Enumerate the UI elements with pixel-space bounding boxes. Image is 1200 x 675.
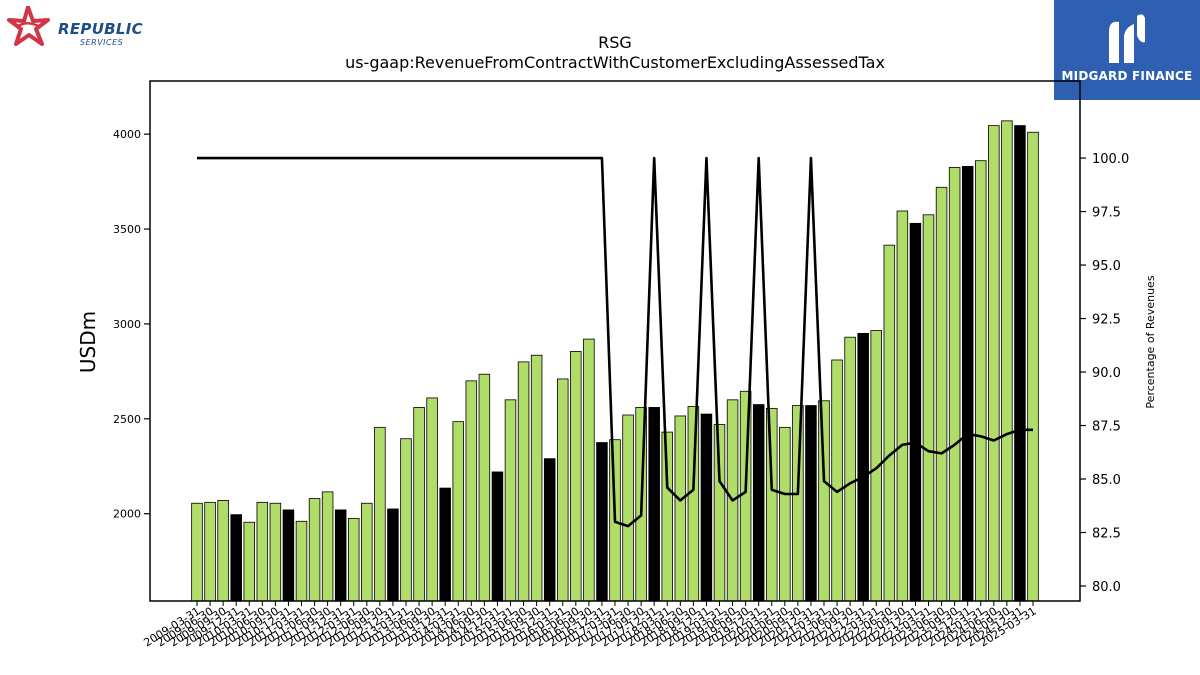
bar-2017-06-30 xyxy=(622,414,634,602)
y2-tick-label: 92.5 xyxy=(1092,313,1121,328)
bar-2015-12-31 xyxy=(543,458,556,602)
bar-2014-09-30 xyxy=(478,373,491,602)
bar-2011-06-30 xyxy=(308,498,321,602)
bar-2016-12-31 xyxy=(596,442,608,602)
bar-2012-06-30 xyxy=(361,502,373,602)
bar-2011-09-30 xyxy=(321,491,334,602)
bar-2024-12-31 xyxy=(1014,125,1026,602)
bar-2024-06-30 xyxy=(988,125,1000,602)
bar-2013-06-30 xyxy=(413,407,425,602)
bar-2010-06-30 xyxy=(256,501,269,602)
bar-2014-12-31 xyxy=(491,471,504,602)
bar-2022-12-31 xyxy=(909,222,922,602)
bar-2015-03-31 xyxy=(504,399,517,602)
bar-2020-06-30 xyxy=(779,426,791,602)
republic-star-icon xyxy=(7,6,50,46)
y2-tick-label: 82.5 xyxy=(1092,527,1121,542)
bar-2010-03-31 xyxy=(243,521,255,602)
bar-2019-12-31 xyxy=(752,404,765,602)
bar-2016-09-30 xyxy=(583,338,595,602)
company-name: REPUBLIC xyxy=(58,20,143,38)
y2-tick-label: 87.5 xyxy=(1092,420,1121,435)
y-tick-label: 2500 xyxy=(113,413,141,426)
bar-2021-06-30 xyxy=(831,359,843,602)
y2-tick-label: 97.5 xyxy=(1092,206,1121,221)
midgard-finance-logo: MIDGARD FINANCE xyxy=(1054,0,1200,100)
bar-2009-06-30 xyxy=(204,501,216,602)
bar-2015-06-30 xyxy=(517,361,530,602)
bar-2025-03-31 xyxy=(1027,131,1039,602)
bar-2009-09-30 xyxy=(217,500,229,602)
bar-2022-09-30 xyxy=(896,210,909,602)
bar-2012-03-31 xyxy=(347,518,360,602)
bar-2020-03-31 xyxy=(765,407,778,602)
bar-2018-09-30 xyxy=(687,406,700,602)
midgard-monogram-icon xyxy=(1109,14,1145,63)
bar-2024-09-30 xyxy=(1001,120,1013,602)
bar-2009-12-31 xyxy=(230,514,242,602)
percentage-line xyxy=(197,156,1033,528)
bar-2012-12-31 xyxy=(387,508,399,602)
bar-2018-12-31 xyxy=(700,413,713,602)
bar-2023-03-31 xyxy=(922,214,935,602)
bar-2013-03-31 xyxy=(400,438,412,602)
bar-2011-12-31 xyxy=(334,509,347,602)
republic-services-logo: REPUBLIC SERVICES xyxy=(6,6,146,56)
bar-2009-03-31 xyxy=(191,502,203,602)
bar-2023-12-31 xyxy=(961,165,974,602)
bar-2010-12-31 xyxy=(282,509,295,602)
bar-2021-09-30 xyxy=(844,336,856,602)
bar-2024-03-31 xyxy=(974,160,987,602)
y-axis-right: 80.0 82.5 85.0 87.5 90.0 92.5 95.0 97.5 100.0 xyxy=(1080,152,1129,595)
bar-2015-09-30 xyxy=(530,354,543,602)
bar-2021-03-31 xyxy=(818,400,830,602)
y2-tick-label: 95.0 xyxy=(1092,259,1121,274)
y2-tick-label: 100.0 xyxy=(1092,152,1129,167)
bar-series xyxy=(191,120,1039,602)
bar-2023-09-30 xyxy=(948,166,961,602)
chart-subtitle: us-gaap:RevenueFromContractWithCustomerE… xyxy=(345,53,885,72)
bar-2014-06-30 xyxy=(465,380,478,602)
y2-axis-label: Percentage of Revenues xyxy=(1144,275,1157,408)
partner-name: MIDGARD FINANCE xyxy=(1061,69,1193,83)
bar-2014-03-31 xyxy=(452,421,465,602)
bar-2013-09-30 xyxy=(426,397,438,602)
company-tagline: SERVICES xyxy=(80,38,124,47)
bar-2020-09-30 xyxy=(792,405,804,602)
bar-2011-03-31 xyxy=(295,520,308,602)
bar-2022-06-30 xyxy=(883,244,896,602)
bar-2021-12-31 xyxy=(857,333,869,602)
bar-2017-12-31 xyxy=(648,407,660,602)
y-axis-left: 2000 2500 3000 3500 4000 xyxy=(113,128,150,521)
bar-2016-03-31 xyxy=(556,378,569,602)
y2-tick-label: 80.0 xyxy=(1092,580,1121,595)
bar-2018-06-30 xyxy=(674,415,687,602)
y2-tick-label: 90.0 xyxy=(1092,366,1121,381)
bar-2023-06-30 xyxy=(935,186,948,602)
bar-2016-06-30 xyxy=(570,351,582,602)
y2-tick-label: 85.0 xyxy=(1092,473,1121,488)
y-tick-label: 3000 xyxy=(113,318,141,331)
y-tick-label: 2000 xyxy=(113,508,141,521)
bar-2013-12-31 xyxy=(439,487,451,602)
bar-2020-12-31 xyxy=(805,405,817,602)
chart-title: RSG xyxy=(598,33,632,52)
x-axis: 2009-03-312009-06-302009-09-302009-12-31… xyxy=(141,601,1039,649)
y-axis-label: USDm xyxy=(76,311,100,373)
bar-2010-09-30 xyxy=(269,502,282,602)
y-tick-label: 3500 xyxy=(113,223,141,236)
bar-2012-09-30 xyxy=(374,426,386,602)
y-tick-label: 4000 xyxy=(113,128,141,141)
